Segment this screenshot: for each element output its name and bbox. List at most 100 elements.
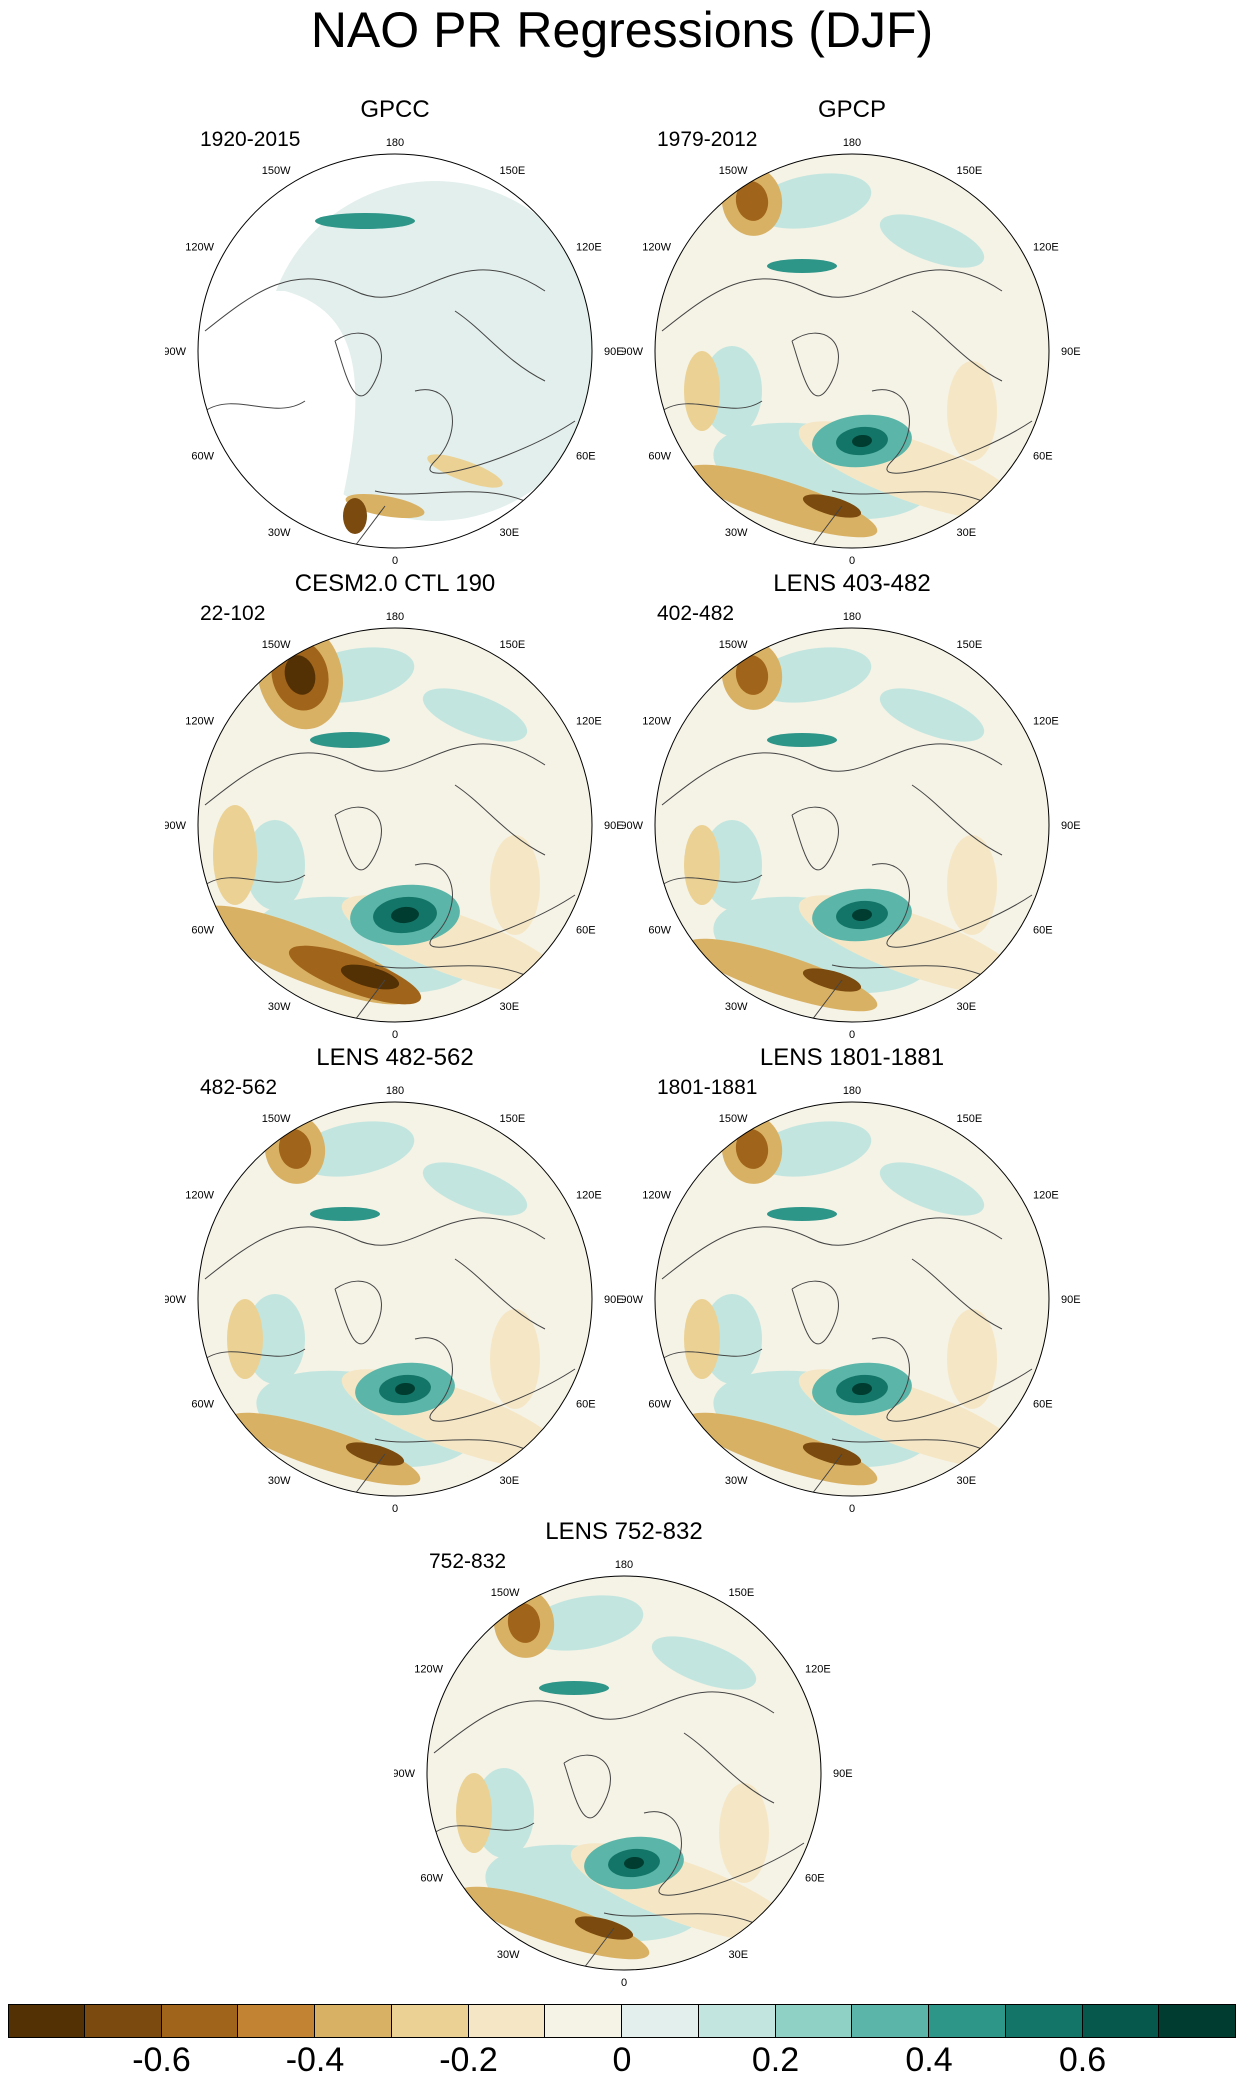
- contour-patch: [702, 1294, 762, 1384]
- contour-patch: [686, 1412, 878, 1486]
- longitude-label: 60W: [191, 451, 214, 463]
- longitude-label: 0: [392, 555, 398, 566]
- panel-lens-1801-1881: LENS 1801-1881 1801-1881 180 150E 120E 90E 6…: [622, 1044, 1082, 1514]
- map-border: [654, 627, 1050, 1023]
- shaded-field: [198, 628, 592, 1022]
- longitude-label: 150W: [719, 1113, 748, 1125]
- contour-patch: [802, 494, 862, 518]
- longitude-label: 30E: [957, 1475, 977, 1487]
- longitude-label: 90E: [604, 346, 624, 358]
- longitude-label: 90W: [622, 346, 644, 358]
- longitude-label: 60W: [648, 451, 671, 463]
- colorbar-box: [238, 2004, 315, 2038]
- contour-patch: [651, 1636, 757, 1690]
- map-border: [426, 1575, 822, 1971]
- contour-patch: [310, 732, 390, 748]
- coastlines: [661, 1217, 1033, 1495]
- contour-patch: [284, 655, 316, 695]
- map-border: [197, 627, 593, 1023]
- colorbar-box: [391, 2004, 469, 2038]
- longitude-label: 30W: [268, 1475, 291, 1487]
- polar-map: 180 150E 120E 90E 60E 30E 0 30W 60W 90W 120W 150W: [165, 611, 624, 1040]
- longitude-label: 30W: [725, 527, 748, 539]
- longitude-label: 120W: [185, 716, 214, 728]
- contour-patch: [686, 938, 878, 1012]
- panel-period: 482-562: [200, 1076, 278, 1099]
- longitude-label: 150W: [719, 639, 748, 651]
- longitude-label: 0: [392, 1029, 398, 1040]
- contour-patch: [767, 1207, 837, 1221]
- contour-patch: [427, 454, 503, 488]
- contour-patch: [852, 908, 872, 922]
- longitude-label: 0: [621, 1977, 627, 1988]
- longitude-label: 30E: [957, 1001, 977, 1013]
- contour-patch: [879, 1162, 985, 1216]
- longitude-label: 30E: [500, 527, 520, 539]
- contour-patch: [524, 1595, 644, 1651]
- longitude-label: 60E: [1033, 925, 1053, 937]
- longitude-label: 30W: [725, 1475, 748, 1487]
- colorbar-box: [1005, 2004, 1083, 2038]
- shaded-field: [655, 1102, 1049, 1496]
- longitude-label: 150E: [957, 639, 983, 651]
- contour-patch: [458, 1886, 650, 1960]
- contour-patch: [295, 1121, 415, 1177]
- contour-patch: [852, 1382, 872, 1396]
- longitude-label: 180: [615, 1559, 633, 1571]
- panel-period: 752-832: [429, 1550, 507, 1573]
- longitude-label: 30W: [268, 527, 291, 539]
- shaded-field: [198, 154, 592, 548]
- colorbar-box: [1082, 2004, 1160, 2038]
- panel-lens-482-562: LENS 482-562 482-562 180 150E 120E 90E 60E 30…: [165, 1044, 625, 1514]
- contour-patch: [767, 733, 837, 747]
- longitude-label: 180: [386, 137, 404, 149]
- panel-period: 22-102: [200, 602, 266, 625]
- contour-patch: [422, 688, 528, 742]
- colorbar-box: [84, 2004, 162, 2038]
- longitude-label: 30E: [500, 1001, 520, 1013]
- longitude-label: 30E: [957, 527, 977, 539]
- longitude-label: 120W: [185, 242, 214, 254]
- longitude-label: 120E: [576, 242, 602, 254]
- longitude-label: 90W: [165, 1294, 187, 1306]
- contour-patch: [702, 346, 762, 436]
- contour-patch: [702, 820, 762, 910]
- contour-patch: [719, 1783, 769, 1883]
- contour-patch: [802, 1442, 862, 1466]
- longitude-label: 0: [849, 555, 855, 566]
- colorbar-box: [1159, 2004, 1236, 2038]
- contour-patch: [340, 964, 400, 990]
- panel-title: LENS 1801-1881: [759, 1044, 945, 1071]
- longitude-label: 150E: [500, 165, 526, 177]
- longitude-label: 30E: [500, 1475, 520, 1487]
- longitude-label: 60E: [1033, 451, 1053, 463]
- longitude-label: 60W: [648, 1399, 671, 1411]
- panel-title: LENS 752-832: [545, 1518, 703, 1545]
- longitude-label: 180: [843, 611, 861, 623]
- colorbar-box: [545, 2004, 622, 2038]
- panel-gpcp: GPCP 1979-2012 180 150E 120E 90E 60E 30E 0 30W 6…: [622, 96, 1082, 566]
- panel-lens-752-832: LENS 752-832 752-832 180 150E 120E 90E 60E 30…: [394, 1518, 854, 1988]
- longitude-label: 90W: [394, 1768, 416, 1780]
- longitude-label: 120W: [414, 1664, 443, 1676]
- longitude-label: 60E: [576, 1399, 596, 1411]
- shaded-field: [655, 628, 1049, 1022]
- longitude-label: 60W: [191, 925, 214, 937]
- contour-patch: [686, 464, 878, 538]
- longitude-label: 90E: [604, 1294, 624, 1306]
- longitude-label: 150E: [957, 1113, 983, 1125]
- longitude-label: 120E: [1033, 1190, 1059, 1202]
- contour-patch: [343, 498, 367, 534]
- contour-patch: [684, 1299, 720, 1379]
- map-border: [197, 153, 593, 549]
- panel-cesm2-ctl: CESM2.0 CTL 190 22-102 180 150E 120E 90E 60E…: [165, 570, 625, 1040]
- contour-patch: [229, 1412, 421, 1486]
- panel-title: CESM2.0 CTL 190: [294, 570, 496, 597]
- contour-patch: [227, 1299, 263, 1379]
- polar-map: 180 150E 120E 90E 60E 30E 0 30W 60W 90W 120W 150W: [165, 1085, 624, 1514]
- longitude-label: 90W: [165, 346, 187, 358]
- longitude-label: 30W: [268, 1001, 291, 1013]
- longitude-label: 150E: [729, 1587, 755, 1599]
- longitude-label: 60E: [576, 451, 596, 463]
- contour-patch: [345, 1442, 405, 1466]
